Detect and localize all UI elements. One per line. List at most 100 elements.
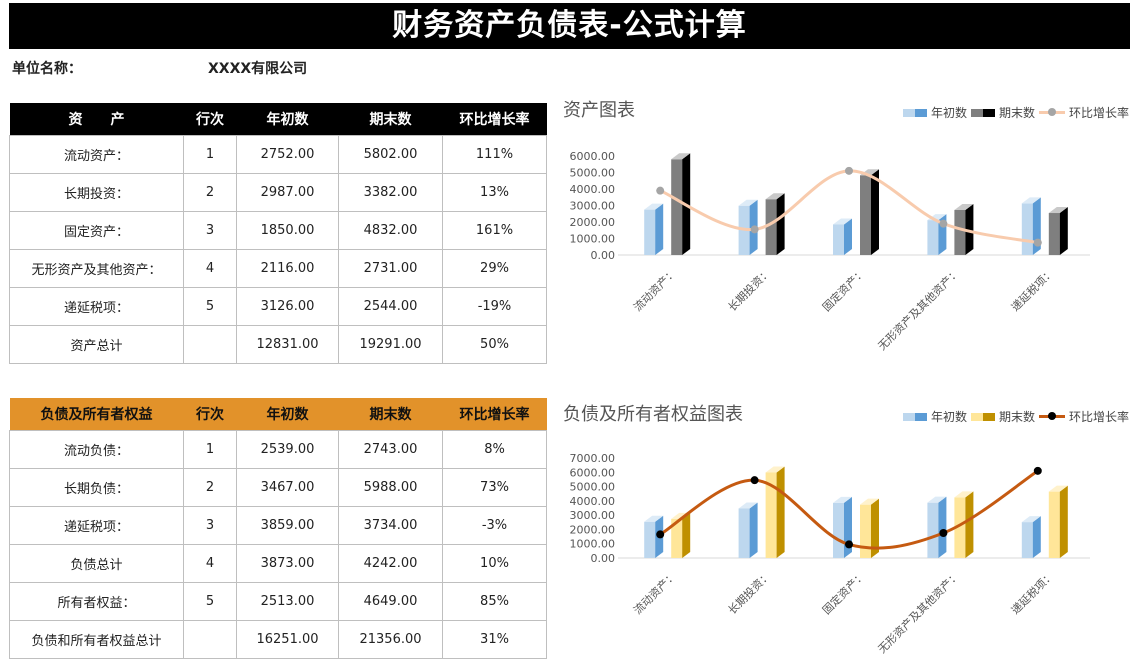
cell-line[interactable]: 4	[183, 544, 237, 583]
cell-growth[interactable]: -3%	[442, 506, 547, 545]
cell-begin[interactable]: 2987.00	[236, 173, 339, 212]
table-row: 所有者权益： 5 2513.00 4649.00 85%	[9, 582, 547, 621]
cell-name[interactable]: 负债和所有者权益总计	[9, 620, 184, 659]
bar-end	[765, 193, 785, 255]
bar-front	[765, 472, 777, 558]
chart-plot: 6000.00 5000.00 4000.00 3000.00 2000.00 1000.…	[570, 150, 1090, 353]
cell-name[interactable]: 流动资产：	[9, 135, 184, 174]
cell-name[interactable]: 负债总计	[9, 544, 184, 583]
cell-line[interactable]: 1	[183, 430, 237, 469]
cell-line[interactable]	[183, 325, 237, 364]
cell-name[interactable]: 递延税项：	[9, 506, 184, 545]
cell-line[interactable]: 1	[183, 135, 237, 174]
bar-front	[833, 224, 844, 255]
bar-top	[765, 466, 785, 473]
cell-line[interactable]: 2	[183, 173, 237, 212]
cell-name[interactable]: 长期投资：	[9, 173, 184, 212]
cell-begin[interactable]: 2513.00	[236, 582, 339, 621]
bar-side	[776, 193, 785, 255]
chart-legend: 年初数 期末数 环比增长率	[902, 408, 1129, 425]
cell-end[interactable]: 19291.00	[338, 325, 443, 364]
growth-marker	[845, 540, 853, 549]
table-row: 递延税项： 5 3126.00 2544.00 -19%	[9, 287, 547, 326]
cell-growth[interactable]: 29%	[442, 249, 547, 288]
bar-front	[671, 159, 683, 255]
cell-begin[interactable]: 3467.00	[236, 468, 339, 507]
cell-end[interactable]: 21356.00	[338, 620, 443, 659]
unit-value: XXXX有限公司	[208, 61, 308, 77]
growth-marker	[656, 186, 665, 195]
bar-top	[1021, 516, 1041, 523]
cell-name[interactable]: 资产总计	[9, 325, 184, 364]
bar-end	[1048, 207, 1068, 255]
legend-label: 环比增长率	[1068, 410, 1129, 424]
bar-top	[738, 502, 758, 509]
bar-side	[965, 203, 974, 255]
bar-top	[1048, 207, 1068, 214]
cell-growth[interactable]: 73%	[442, 468, 547, 507]
cell-name[interactable]: 无形资产及其他资产：	[9, 249, 184, 288]
header-cell: 期末数	[338, 398, 443, 431]
cell-line[interactable]	[183, 620, 237, 659]
cell-growth[interactable]: 31%	[442, 620, 547, 659]
bar-top	[833, 496, 852, 503]
y-tick-label: 0.00	[591, 249, 616, 262]
cell-end[interactable]: 5988.00	[338, 468, 443, 507]
cell-begin[interactable]: 16251.00	[236, 620, 339, 659]
cell-name[interactable]: 长期负债：	[9, 468, 184, 507]
y-tick-label: 3000.00	[570, 200, 616, 213]
table-row: 资产总计 12831.00 19291.00 50%	[9, 325, 547, 364]
cell-name[interactable]: 流动负债：	[9, 430, 184, 469]
cell-end[interactable]: 2743.00	[338, 430, 443, 469]
cell-growth[interactable]: 8%	[442, 430, 547, 469]
cell-end[interactable]: 2731.00	[338, 249, 443, 288]
cell-line[interactable]: 5	[183, 287, 237, 326]
bar-top	[954, 203, 974, 210]
table-row: 长期投资： 2 2987.00 3382.00 13%	[9, 173, 547, 212]
bar-front	[927, 502, 939, 558]
liabilities-table: 负债及所有者权益 行次 年初数 期末数 环比增长率 流动负债： 1 2539.00 2…	[9, 398, 547, 659]
cell-line[interactable]: 3	[183, 506, 237, 545]
cell-growth[interactable]: 111%	[442, 135, 547, 174]
chart-legend: 年初数 期末数 环比增长率	[902, 104, 1129, 121]
cell-end[interactable]: 4832.00	[338, 211, 443, 250]
cell-line[interactable]: 5	[183, 582, 237, 621]
legend-swatch-end	[970, 412, 995, 421]
cell-growth[interactable]: 50%	[442, 325, 547, 364]
cell-growth[interactable]: 161%	[442, 211, 547, 250]
cell-end[interactable]: 4242.00	[338, 544, 443, 583]
cell-begin[interactable]: 12831.00	[236, 325, 339, 364]
header-cell: 环比增长率	[442, 398, 547, 431]
bar-top	[765, 193, 785, 200]
cell-begin[interactable]: 2752.00	[236, 135, 339, 174]
growth-marker	[939, 219, 948, 228]
cell-name[interactable]: 所有者权益：	[9, 582, 184, 621]
cell-line[interactable]: 3	[183, 211, 237, 250]
cell-growth[interactable]: 13%	[442, 173, 547, 212]
cell-end[interactable]: 4649.00	[338, 582, 443, 621]
bar-side	[844, 496, 852, 558]
y-tick-label: 6000.00	[570, 150, 616, 163]
cell-begin[interactable]: 1850.00	[236, 211, 339, 250]
cell-begin[interactable]: 3859.00	[236, 506, 339, 545]
cell-end[interactable]: 5802.00	[338, 135, 443, 174]
bar-side	[655, 203, 664, 255]
cell-end[interactable]: 3734.00	[338, 506, 443, 545]
cell-name[interactable]: 递延税项：	[9, 287, 184, 326]
cell-begin[interactable]: 2539.00	[236, 430, 339, 469]
cell-end[interactable]: 3382.00	[338, 173, 443, 212]
cell-growth[interactable]: 85%	[442, 582, 547, 621]
table-row: 固定资产： 3 1850.00 4832.00 161%	[9, 211, 547, 250]
cell-begin[interactable]: 3126.00	[236, 287, 339, 326]
cell-end[interactable]: 2544.00	[338, 287, 443, 326]
cell-growth[interactable]: 10%	[442, 544, 547, 583]
cell-line[interactable]: 2	[183, 468, 237, 507]
cell-name[interactable]: 固定资产：	[9, 211, 184, 250]
table-row: 流动资产： 1 2752.00 5802.00 111%	[9, 135, 547, 174]
cell-begin[interactable]: 2116.00	[236, 249, 339, 288]
liabilities-chart: 负债及所有者权益图表 年初数 期末数 环比增长率 7000.00 6000.00 5…	[555, 400, 1139, 668]
cell-growth[interactable]: -19%	[442, 287, 547, 326]
bar-side	[1059, 485, 1068, 558]
cell-line[interactable]: 4	[183, 249, 237, 288]
cell-begin[interactable]: 3873.00	[236, 544, 339, 583]
